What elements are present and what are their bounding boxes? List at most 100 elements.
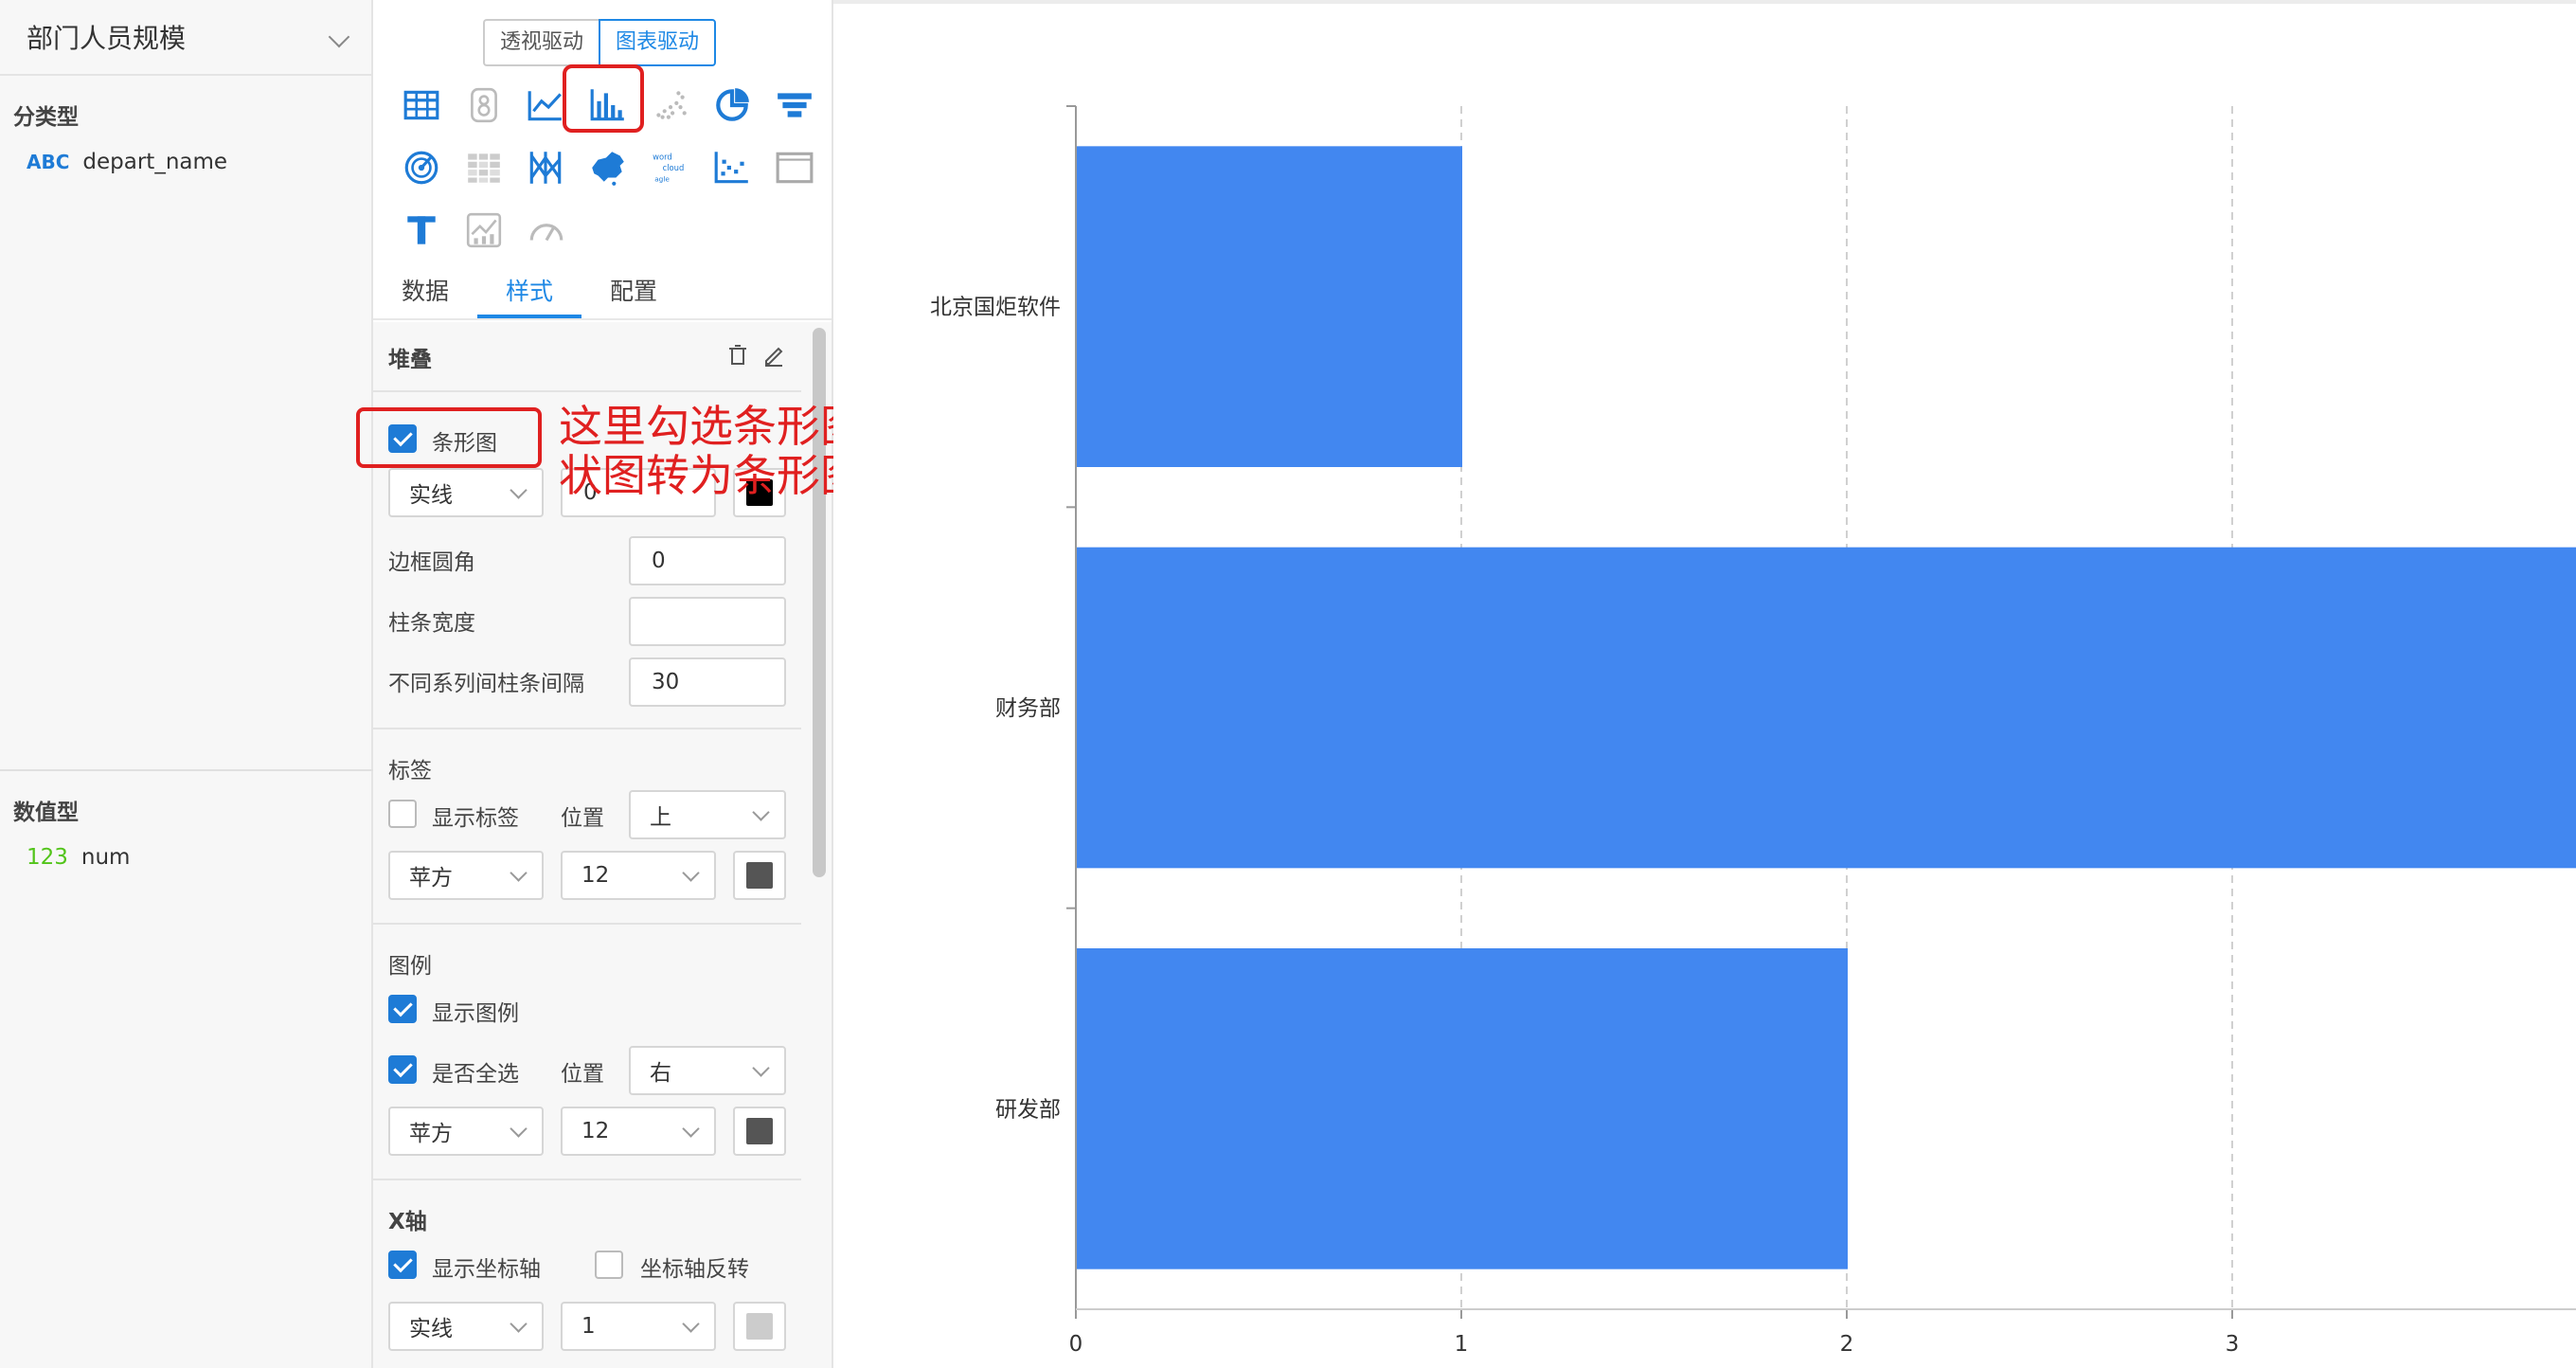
show-label-checkbox[interactable] bbox=[388, 800, 417, 828]
label-color-swatch bbox=[746, 862, 773, 889]
border-style-select[interactable]: 实线 bbox=[388, 468, 544, 517]
legend-color-swatch bbox=[746, 1118, 773, 1144]
funnel-chart-icon[interactable] bbox=[763, 74, 826, 136]
legend-font-value: 苹方 bbox=[409, 1115, 453, 1147]
category-label: 财务部 bbox=[995, 696, 1061, 721]
legend-group-title: 图例 bbox=[388, 947, 432, 980]
x-tick-label: 2 bbox=[1840, 1332, 1854, 1357]
measure-field-num[interactable]: 123 num bbox=[27, 845, 130, 870]
panel-divider bbox=[0, 769, 373, 771]
bar-chart-type-highlight bbox=[563, 64, 644, 133]
edit-icon[interactable] bbox=[761, 343, 786, 368]
legend-font-select[interactable]: 苹方 bbox=[388, 1107, 544, 1156]
border-radius-input[interactable]: 0 bbox=[629, 536, 786, 585]
reverse-axis-label: 坐标轴反转 bbox=[640, 1251, 749, 1283]
kpi-card-icon[interactable] bbox=[453, 74, 515, 136]
china-map-icon[interactable] bbox=[577, 136, 639, 199]
number-type-icon: 123 bbox=[27, 845, 68, 870]
axis-line-style-value: 实线 bbox=[409, 1310, 453, 1342]
label-font-size-value: 12 bbox=[581, 863, 609, 888]
scatter-map-icon[interactable] bbox=[702, 136, 764, 199]
show-legend-checkbox[interactable] bbox=[388, 995, 417, 1023]
chevron-down-icon bbox=[510, 1120, 527, 1137]
chevron-down-icon bbox=[752, 1059, 769, 1076]
table-icon[interactable] bbox=[390, 74, 453, 136]
heatmap-icon[interactable] bbox=[453, 136, 515, 199]
word-cloud-word: word bbox=[653, 153, 672, 162]
legend-font-size-select[interactable]: 12 bbox=[561, 1107, 716, 1156]
label-font-size-select[interactable]: 12 bbox=[561, 851, 716, 900]
stack-group-title: 堆叠 bbox=[388, 341, 432, 373]
tab-config[interactable]: 配置 bbox=[581, 265, 686, 318]
measure-section-title: 数值型 bbox=[0, 794, 79, 826]
legend-position-value: 右 bbox=[650, 1054, 671, 1087]
legend-color-picker[interactable] bbox=[733, 1107, 786, 1156]
axis-line-width-value: 1 bbox=[581, 1314, 596, 1339]
pivot-mode-button[interactable]: 透视驱动 bbox=[483, 19, 599, 66]
config-panel: 透视驱动 图表驱动 bbox=[373, 0, 833, 1368]
text-icon[interactable] bbox=[390, 199, 453, 261]
chevron-down-icon bbox=[682, 864, 699, 881]
bar-gap-input[interactable]: 30 bbox=[629, 657, 786, 707]
bar-width-input[interactable] bbox=[629, 597, 786, 646]
chevron-down-icon bbox=[682, 1120, 699, 1137]
dimension-field-depart-name[interactable]: ABC depart_name bbox=[27, 150, 227, 174]
trash-icon[interactable] bbox=[725, 343, 750, 368]
chevron-down-icon bbox=[752, 803, 769, 820]
bar bbox=[1077, 548, 2576, 869]
pie-chart-icon[interactable] bbox=[702, 74, 764, 136]
group-divider bbox=[373, 1179, 801, 1180]
legend-font-size-value: 12 bbox=[581, 1119, 609, 1143]
word-cloud-icon[interactable]: word cloud agle bbox=[639, 136, 702, 199]
select-all-checkbox[interactable] bbox=[388, 1055, 417, 1084]
chevron-down-icon bbox=[510, 1315, 527, 1332]
label-position-label: 位置 bbox=[561, 800, 604, 832]
chart-mode-button[interactable]: 图表驱动 bbox=[599, 19, 716, 66]
radar-chart-icon[interactable] bbox=[390, 136, 453, 199]
gauge-icon[interactable] bbox=[515, 199, 578, 261]
iframe-icon[interactable] bbox=[763, 136, 826, 199]
group-divider bbox=[373, 728, 801, 729]
dimension-section-title: 分类型 bbox=[0, 99, 79, 131]
label-color-picker[interactable] bbox=[733, 851, 786, 900]
axis-color-picker[interactable] bbox=[733, 1302, 786, 1351]
scatter-chart-icon[interactable] bbox=[639, 74, 702, 136]
legend-position-select[interactable]: 右 bbox=[629, 1046, 786, 1095]
axis-line-style-select[interactable]: 实线 bbox=[388, 1302, 544, 1351]
dashboard-icon[interactable] bbox=[453, 199, 515, 261]
axis-color-swatch bbox=[746, 1313, 773, 1340]
xaxis-group-title: X轴 bbox=[388, 1203, 427, 1235]
word-cloud-word: agle bbox=[654, 175, 670, 184]
bar bbox=[1077, 948, 1848, 1269]
dataset-name: 部门人员规模 bbox=[27, 18, 186, 56]
border-radius-label: 边框圆角 bbox=[388, 544, 475, 576]
category-label: 北京国炬软件 bbox=[930, 296, 1061, 320]
bar-width-label: 柱条宽度 bbox=[388, 604, 475, 637]
field-name: depart_name bbox=[82, 150, 227, 174]
bar-chart-checkbox-highlight bbox=[356, 407, 542, 468]
label-position-value: 上 bbox=[650, 799, 671, 831]
group-divider bbox=[373, 923, 801, 925]
parallel-chart-icon[interactable] bbox=[514, 136, 577, 199]
field-name: num bbox=[81, 845, 131, 870]
tab-data[interactable]: 数据 bbox=[373, 265, 477, 318]
legend-position-label: 位置 bbox=[561, 1055, 604, 1088]
border-style-value: 实线 bbox=[409, 477, 453, 509]
chart-area: 0 1 2 3 北京国炬软件 财务部 研发部 bbox=[833, 0, 2576, 1368]
show-label-label: 显示标签 bbox=[432, 800, 519, 832]
label-group-title: 标签 bbox=[388, 752, 432, 784]
text-type-icon: ABC bbox=[27, 151, 69, 173]
show-axis-label: 显示坐标轴 bbox=[432, 1251, 541, 1283]
axis-line-width-select[interactable]: 1 bbox=[561, 1302, 716, 1351]
label-font-select[interactable]: 苹方 bbox=[388, 851, 544, 900]
reverse-axis-checkbox[interactable] bbox=[595, 1251, 623, 1279]
show-axis-checkbox[interactable] bbox=[388, 1251, 417, 1279]
group-divider bbox=[373, 390, 801, 392]
dataset-select[interactable]: 部门人员规模 bbox=[0, 0, 371, 76]
x-tick-label: 0 bbox=[1069, 1332, 1083, 1357]
word-cloud-word: cloud bbox=[662, 163, 684, 172]
label-position-select[interactable]: 上 bbox=[629, 790, 786, 839]
tab-style[interactable]: 样式 bbox=[477, 265, 581, 318]
config-tabs: 数据 样式 配置 bbox=[373, 265, 833, 320]
